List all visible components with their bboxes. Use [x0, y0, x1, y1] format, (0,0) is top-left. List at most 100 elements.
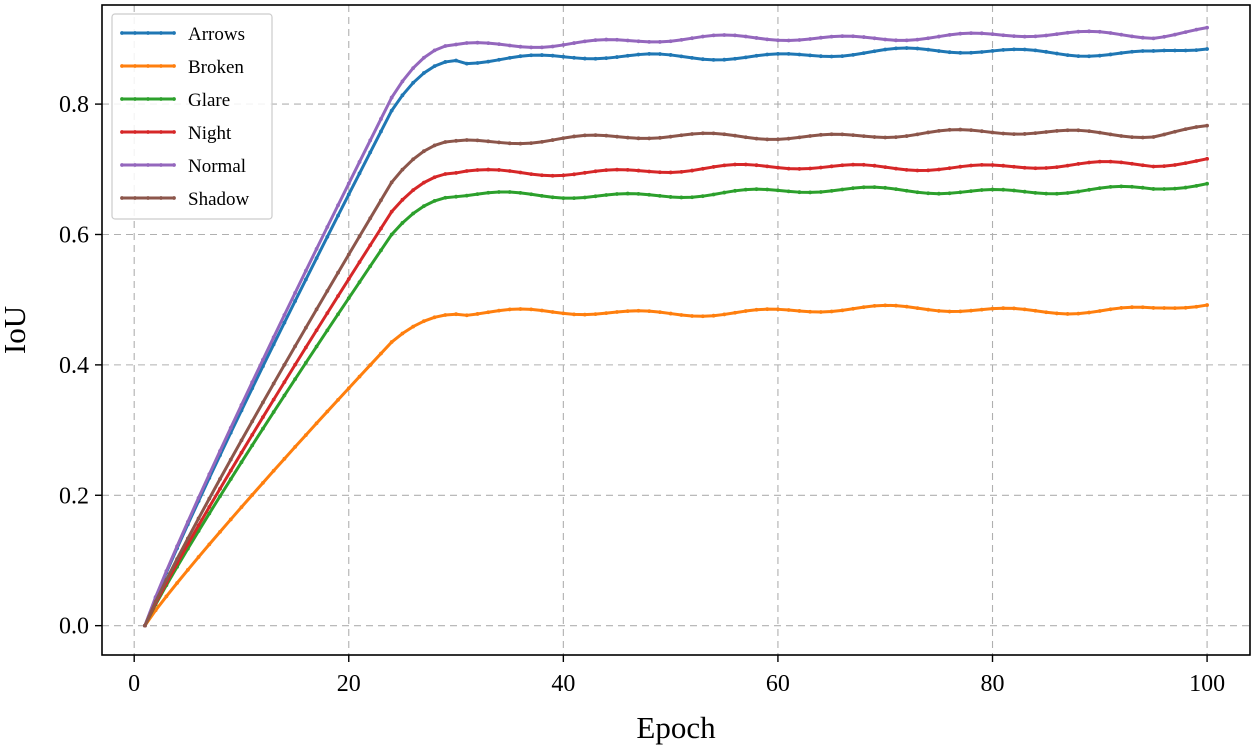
data-point [539, 53, 544, 57]
data-point [1130, 49, 1134, 54]
data-point [604, 133, 609, 138]
data-point [1087, 54, 1091, 59]
data-point [550, 195, 555, 200]
data-point [550, 53, 555, 58]
data-point [829, 132, 834, 137]
data-point [658, 310, 662, 315]
legend-marker [172, 64, 176, 68]
data-point [872, 49, 877, 54]
data-point [926, 191, 931, 196]
legend-marker [172, 97, 176, 101]
data-point [786, 189, 791, 194]
data-point [786, 136, 791, 141]
data-point [464, 41, 469, 45]
data-point [743, 55, 748, 60]
data-point [808, 53, 813, 58]
data-point [518, 307, 523, 311]
data-point [1054, 311, 1059, 316]
data-point [379, 248, 383, 253]
data-point [1033, 166, 1038, 171]
data-point [1076, 29, 1081, 34]
data-point [379, 198, 383, 203]
data-point [786, 38, 791, 43]
data-point [840, 163, 845, 168]
data-point [561, 173, 566, 178]
data-point [647, 169, 652, 174]
series-lines [143, 25, 1209, 628]
data-point [797, 38, 802, 42]
data-point [615, 192, 619, 196]
data-point [668, 311, 673, 316]
data-point [625, 38, 630, 43]
data-point [464, 138, 469, 142]
data-point [293, 299, 298, 303]
data-point [218, 529, 222, 534]
data-point [1151, 164, 1156, 169]
data-point [1012, 306, 1016, 311]
y-axis-label: IoU [0, 306, 32, 354]
data-point [303, 325, 308, 330]
data-point [840, 132, 845, 137]
data-point [411, 211, 416, 216]
data-point [593, 169, 598, 174]
data-point [1130, 135, 1134, 140]
series-line [143, 26, 1208, 627]
data-point [604, 311, 609, 316]
data-point [1097, 159, 1102, 164]
data-point [776, 137, 780, 142]
data-point [303, 433, 308, 437]
data-point [797, 52, 802, 57]
data-point [250, 419, 255, 424]
data-point [1173, 129, 1177, 134]
data-point [411, 188, 416, 193]
data-point [550, 138, 555, 142]
data-point [754, 36, 759, 40]
data-point [776, 307, 780, 312]
data-point [818, 132, 823, 137]
data-point [765, 307, 770, 312]
data-point [228, 468, 233, 473]
data-point [271, 335, 276, 340]
data-point [572, 172, 576, 177]
data-point [765, 187, 770, 192]
data-point [218, 486, 222, 491]
data-point [421, 319, 426, 324]
data-point [668, 53, 673, 57]
data-point [894, 166, 898, 171]
data-point [700, 57, 705, 62]
data-point [529, 307, 534, 312]
data-point [368, 243, 373, 248]
data-point [475, 192, 480, 196]
data-point [625, 53, 630, 58]
data-point [615, 134, 619, 139]
data-point [346, 386, 351, 391]
data-point [1108, 307, 1113, 312]
data-point [282, 362, 287, 367]
series-glare [143, 181, 1209, 628]
data-point [1130, 34, 1134, 39]
data-point [1001, 131, 1006, 136]
data-point [400, 79, 405, 84]
data-point [153, 599, 158, 604]
data-point [432, 64, 437, 69]
data-point [1012, 47, 1016, 52]
data-point [1205, 25, 1209, 30]
data-point [840, 54, 845, 58]
data-point [1162, 34, 1167, 39]
data-point [293, 377, 298, 382]
data-point [175, 544, 180, 549]
data-point [443, 195, 448, 200]
data-point [894, 187, 898, 192]
data-point [1140, 49, 1145, 53]
data-point [1097, 53, 1102, 58]
data-point [454, 171, 458, 175]
data-point [1183, 30, 1188, 34]
data-point [196, 516, 201, 521]
legend-marker [133, 130, 137, 134]
data-point [1076, 128, 1081, 133]
data-point [958, 309, 963, 314]
data-point [1140, 163, 1145, 168]
data-point [282, 456, 287, 461]
data-point [228, 517, 233, 522]
data-point [357, 171, 362, 176]
